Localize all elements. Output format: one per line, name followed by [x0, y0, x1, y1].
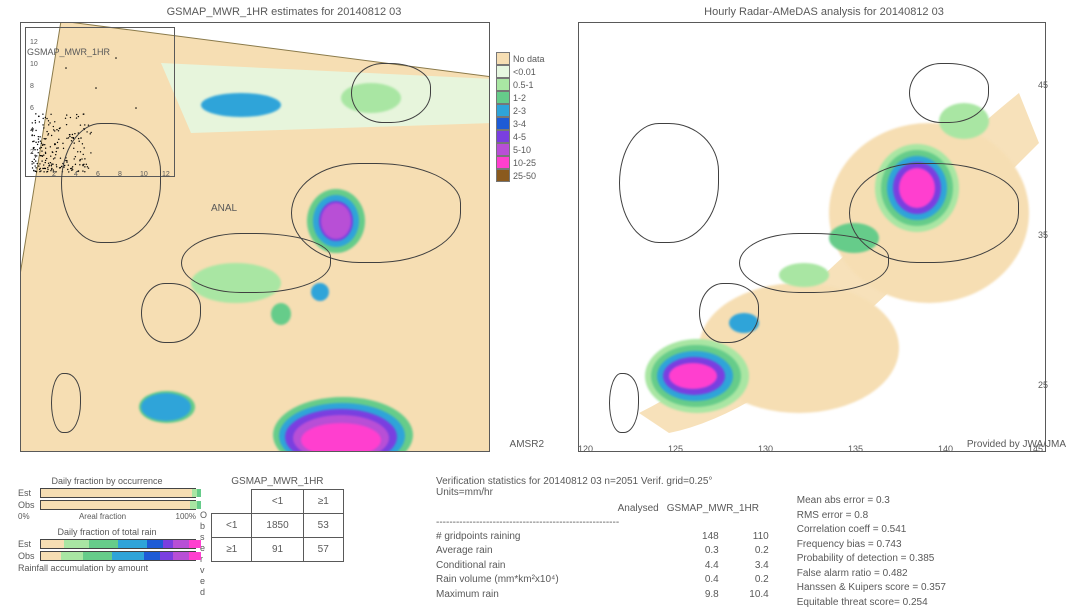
obs-total-bar — [40, 551, 196, 561]
stats-left: Verification statistics for 20140812 03 … — [436, 476, 769, 612]
maps-row: GSMAP_MWR_1HR estimates for 20140812 03 … — [0, 0, 1080, 470]
scatter-title: GSMAP_MWR_1HR — [27, 47, 110, 57]
verif-title: Verification statistics for 20140812 03 … — [436, 476, 769, 498]
sensor-label: AMSR2 — [510, 439, 544, 450]
svg-text:4: 4 — [30, 127, 34, 134]
axis-100: 100% — [176, 512, 196, 521]
est-occurrence-bar — [40, 488, 196, 498]
bottom-panel: Daily fraction by occurrence Est Obs 0% … — [0, 470, 1080, 612]
left-map-canvas: 2244668810101212 GSMAP_MWR_1HR ANAL — [21, 23, 489, 451]
divider: ----------------------------------------… — [436, 517, 769, 528]
ct-cell-00: 1850 — [252, 514, 303, 538]
est-label: Est — [18, 488, 37, 498]
right-map-canvas — [579, 23, 1045, 451]
fraction-column: Daily fraction by occurrence Est Obs 0% … — [0, 470, 200, 612]
anal-label: ANAL — [211, 203, 237, 214]
svg-text:2: 2 — [52, 171, 56, 176]
obs-occurrence-bar — [40, 500, 196, 510]
ct-col-0: <1 — [252, 490, 303, 514]
ct-row-0: <1 — [212, 514, 252, 538]
hdr-est: GSMAP_MWR_1HR — [659, 502, 769, 517]
svg-text:6: 6 — [30, 105, 34, 112]
contingency-column: Observed GSMAP_MWR_1HR <1 ≥1 <1 1850 53 … — [200, 470, 430, 612]
ct-cell-01: 53 — [303, 514, 343, 538]
occurrence-title: Daily fraction by occurrence — [18, 476, 196, 486]
ct-row-1: ≥1 — [212, 538, 252, 562]
svg-text:12: 12 — [162, 171, 170, 176]
right-map-frame — [578, 22, 1046, 452]
axis-mid: Areal fraction — [79, 512, 126, 521]
right-map-panel: Hourly Radar-AMeDAS analysis for 2014081… — [568, 0, 1080, 470]
ct-cell-11: 57 — [303, 538, 343, 562]
est-label-2: Est — [18, 539, 37, 549]
ct-title: GSMAP_MWR_1HR — [211, 476, 344, 487]
stats-header: Analysed GSMAP_MWR_1HR — [436, 502, 769, 517]
observed-vert-label: Observed — [200, 476, 211, 612]
ct-wrap: GSMAP_MWR_1HR <1 ≥1 <1 1850 53 ≥1 91 57 — [211, 476, 344, 612]
occurrence-axis: 0% Areal fraction 100% — [18, 512, 196, 521]
stats-metrics: Mean abs error = 0.3RMS error = 0.8Corre… — [797, 476, 1074, 612]
left-map-panel: GSMAP_MWR_1HR estimates for 20140812 03 … — [0, 0, 568, 470]
totalrain-title: Daily fraction of total rain — [18, 527, 196, 537]
svg-text:2: 2 — [30, 149, 34, 156]
ct-col-1: ≥1 — [303, 490, 343, 514]
svg-text:10: 10 — [30, 61, 38, 68]
right-map-title: Hourly Radar-AMeDAS analysis for 2014081… — [568, 6, 1080, 18]
est-occurrence-row: Est — [18, 488, 196, 498]
obs-label-2: Obs — [18, 551, 37, 561]
svg-text:12: 12 — [30, 39, 38, 46]
accum-footer: Rainfall accumulation by amount — [18, 563, 196, 573]
obs-occurrence-row: Obs — [18, 500, 196, 510]
est-total-row: Est — [18, 539, 196, 549]
verif-rows: # gridpoints raining148110Average rain0.… — [436, 530, 769, 603]
left-map-frame: 2244668810101212 GSMAP_MWR_1HR ANAL — [20, 22, 490, 452]
contingency-table: <1 ≥1 <1 1850 53 ≥1 91 57 — [211, 489, 344, 562]
obs-label: Obs — [18, 500, 37, 510]
svg-text:8: 8 — [30, 83, 34, 90]
left-map-title: GSMAP_MWR_1HR estimates for 20140812 03 — [0, 6, 568, 18]
data-credit: Provided by JWA/JMA — [967, 439, 1066, 450]
color-legend: No data<0.010.5-11-22-33-44-55-1010-2525… — [496, 52, 550, 182]
stats-column: Verification statistics for 20140812 03 … — [430, 470, 1080, 612]
axis-0: 0% — [18, 512, 30, 521]
obs-total-row: Obs — [18, 551, 196, 561]
est-total-bar — [40, 539, 196, 549]
ct-cell-10: 91 — [252, 538, 303, 562]
hdr-analysed: Analysed — [609, 502, 659, 517]
